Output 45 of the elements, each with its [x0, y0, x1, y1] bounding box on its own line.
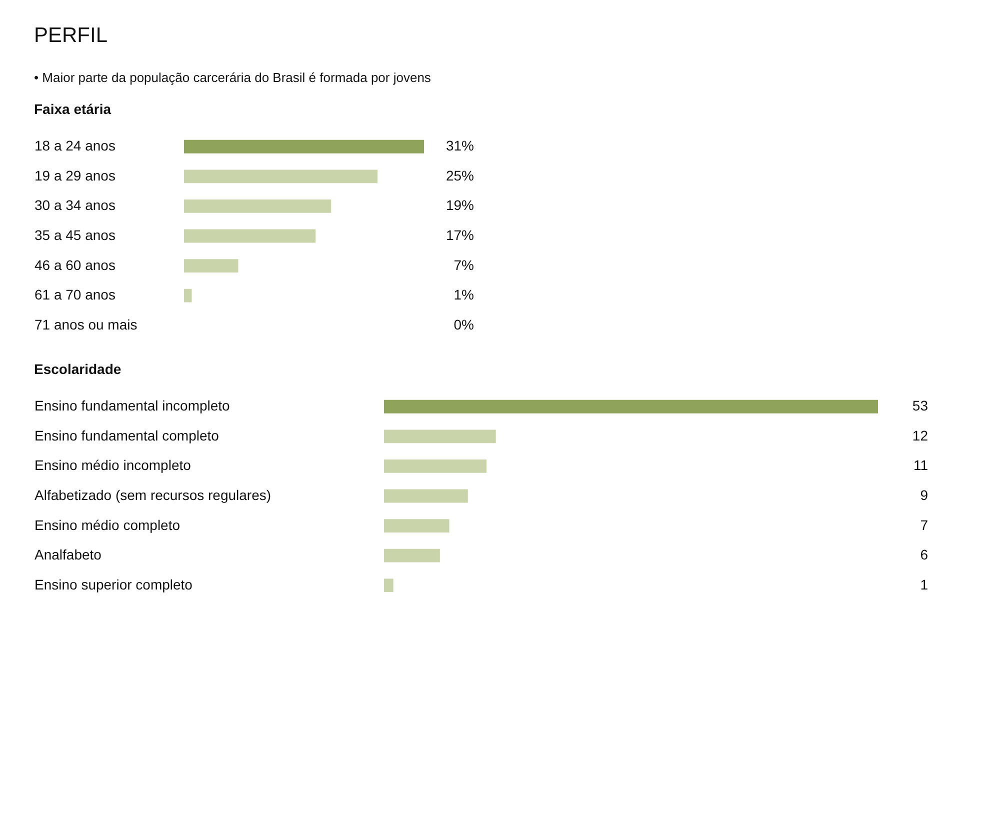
y-tick-label: 19 a 29 anos	[34, 167, 116, 184]
y-tick-label: 35 a 45 anos	[34, 227, 116, 243]
bar	[184, 259, 238, 272]
y-tick-label: Analfabeto	[34, 546, 102, 563]
y-tick-label: 30 a 34 anos	[34, 197, 116, 214]
chart-title: Faixa etária	[34, 101, 112, 117]
data-label: 9	[920, 487, 928, 503]
y-tick-label: 61 a 70 anos	[34, 286, 116, 303]
bar	[184, 288, 192, 302]
bar	[384, 400, 878, 414]
data-label: 7%	[454, 256, 474, 273]
data-label: 7	[920, 516, 928, 533]
text: • Maior parte da população carcerária do Brasil é formada por jovens	[34, 70, 432, 85]
data-label: 12	[912, 427, 928, 444]
data-label: 25%	[446, 167, 474, 184]
data-label: 19%	[446, 197, 474, 214]
bar	[384, 489, 468, 503]
data-label: 1	[920, 576, 928, 592]
y-tick-label: Ensino médio completo	[34, 516, 180, 533]
y-tick-label: Ensino fundamental completo	[34, 427, 220, 444]
data-label: 0%	[454, 316, 474, 332]
y-tick-label: 18 a 24 anos	[34, 138, 116, 154]
y-tick-label: Ensino superior completo	[34, 576, 193, 592]
bar	[384, 578, 394, 592]
y-tick-label: 71 anos ou mais	[34, 316, 138, 332]
y-tick-label: 46 a 60 anos	[34, 256, 116, 273]
bar	[184, 140, 424, 154]
text: PERFIL	[34, 24, 109, 48]
data-label: 1%	[454, 286, 474, 303]
data-label: 53	[912, 398, 928, 414]
y-tick-label: Alfabetizado (sem recursos regulares)	[34, 487, 272, 503]
bar	[384, 548, 440, 562]
data-label: 11	[913, 457, 928, 474]
bar	[184, 170, 378, 184]
bar	[384, 519, 450, 532]
bar	[184, 229, 316, 243]
bar	[384, 430, 496, 444]
bar	[384, 460, 487, 473]
y-tick-label: Ensino médio incompleto	[34, 457, 192, 474]
data-label: 31%	[446, 138, 474, 154]
y-tick-label: Ensino fundamental incompleto	[34, 398, 230, 414]
data-label: 17%	[446, 227, 474, 243]
text: Escolaridade	[34, 361, 122, 377]
data-label: 6	[920, 546, 928, 563]
bar	[184, 200, 332, 213]
